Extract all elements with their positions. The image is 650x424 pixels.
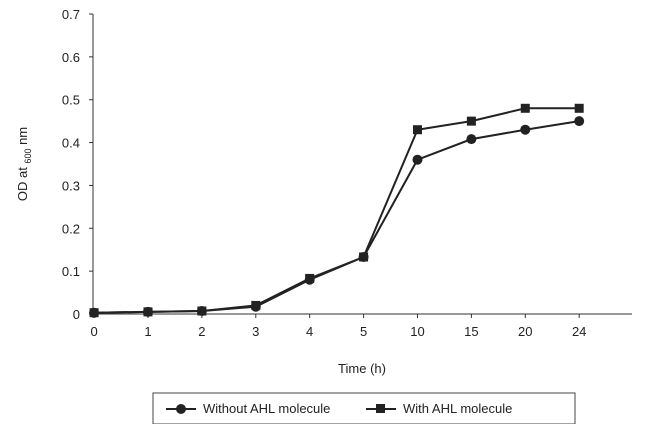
y-tick-label: 0.5: [62, 93, 80, 108]
legend-marker-circle: [176, 404, 186, 414]
series-line: [94, 108, 579, 312]
x-tick-label: 10: [410, 324, 424, 339]
y-axis-title: OD at 600 nm: [15, 127, 33, 201]
data-point-circle: [412, 155, 422, 165]
x-tick-label: 2: [198, 324, 205, 339]
y-tick-label: 0.2: [62, 221, 80, 236]
axes: [93, 14, 632, 314]
y-tick-label: 0.1: [62, 264, 80, 279]
data-point-circle: [520, 125, 530, 135]
legend-label-with-ahl: With AHL molecule: [403, 401, 512, 416]
legend-label-without-ahl: Without AHL molecule: [203, 401, 330, 416]
data-point-square: [359, 253, 368, 262]
y-tick-label: 0.6: [62, 50, 80, 65]
legend: Without AHL molecule With AHL molecule: [153, 393, 575, 424]
x-tick-label: 0: [90, 324, 97, 339]
data-point-square: [90, 308, 99, 317]
series-line: [94, 121, 579, 313]
data-point-square: [143, 307, 152, 316]
data-point-square: [197, 307, 206, 316]
x-tick-label: 20: [518, 324, 532, 339]
x-tick-label: 15: [464, 324, 478, 339]
y-tick-label: 0.7: [62, 7, 80, 22]
y-tick-label: 0.3: [62, 178, 80, 193]
legend-marker-square: [376, 404, 385, 413]
y-tick-label: 0.4: [62, 136, 80, 151]
y-axis-title-prefix: OD at: [15, 164, 30, 202]
x-tick-label: 1: [144, 324, 151, 339]
x-tick-label: 24: [572, 324, 586, 339]
series-with-ahl: [90, 104, 584, 317]
data-point-square: [305, 274, 314, 283]
y-tick-label: 0: [73, 307, 80, 322]
x-tick-label: 5: [360, 324, 367, 339]
data-point-circle: [574, 116, 584, 126]
x-tick-label: 3: [252, 324, 259, 339]
data-point-square: [251, 301, 260, 310]
data-point-square: [575, 104, 584, 113]
data-point-square: [413, 125, 422, 134]
data-point-circle: [466, 134, 476, 144]
series-layer: [89, 104, 584, 318]
data-point-square: [521, 104, 530, 113]
x-axis-title: Time (h): [338, 361, 386, 376]
x-ticks: 0 1 2 3 4 5 10 15 20 24: [90, 314, 586, 339]
y-axis-title-suffix: nm: [15, 127, 30, 149]
data-point-square: [467, 117, 476, 126]
y-ticks: 0 0.1 0.2 0.3 0.4 0.5 0.6 0.7: [62, 7, 93, 322]
y-axis-title-subscript: 600: [23, 149, 33, 164]
x-tick-label: 4: [306, 324, 313, 339]
series-without-ahl: [89, 116, 584, 318]
